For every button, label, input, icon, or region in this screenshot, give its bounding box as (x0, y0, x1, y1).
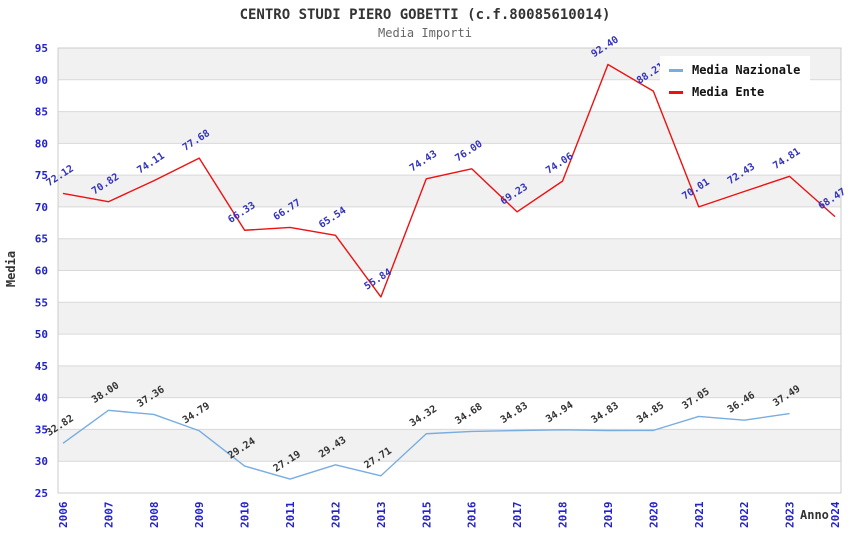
grid-band (58, 365, 841, 398)
legend-label-media-ente: Media Ente (692, 85, 765, 99)
x-tick-label: 2020 (647, 502, 660, 529)
legend-item-media-ente: Media Ente (669, 81, 800, 103)
x-tick-label: 2023 (784, 502, 797, 529)
x-tick-label: 2019 (602, 502, 615, 529)
x-tick-label: 2009 (193, 502, 206, 529)
data-label: 34.94 (544, 400, 575, 426)
x-tick-label: 2006 (57, 501, 70, 528)
legend-swatch-media-ente-icon (669, 90, 683, 94)
y-tick-label: 50 (35, 328, 48, 341)
legend: Media Nazionale Media Ente (660, 56, 811, 106)
y-tick-label: 45 (35, 360, 48, 373)
chart-title: CENTRO STUDI PIERO GOBETTI (c.f.80085610… (239, 7, 611, 23)
x-tick-label: 2015 (420, 502, 433, 529)
line-media-ente (62, 63, 836, 298)
y-tick-label: 70 (35, 201, 48, 214)
y-tick-label: 30 (35, 455, 48, 468)
y-tick-label: 25 (35, 487, 48, 500)
x-tick-label: 2021 (693, 501, 706, 528)
plot-border (57, 47, 842, 494)
y-axis-title: Media (4, 250, 18, 288)
y-tick-label: 80 (35, 137, 48, 150)
line-media-nazionale (62, 409, 790, 480)
grid-band (58, 238, 841, 271)
x-tick-label: 2017 (511, 502, 524, 529)
chart-subtitle: Media Importi (378, 26, 472, 40)
y-tick-label: 95 (35, 42, 48, 55)
y-tick-label: 40 (35, 392, 48, 405)
x-tick-label: 2013 (375, 502, 388, 529)
x-tick-label: 2024 (829, 501, 842, 528)
legend-item-media-nazionale: Media Nazionale (669, 59, 800, 81)
legend-label-media-nazionale: Media Nazionale (692, 63, 801, 77)
x-tick-label: 2012 (329, 502, 342, 529)
data-label: 65.54 (317, 205, 348, 231)
y-tick-label: 60 (35, 265, 48, 278)
legend-swatch-media-nazionale-icon (669, 68, 683, 72)
data-label: 34.83 (590, 400, 621, 426)
data-label: 74.81 (771, 146, 802, 172)
y-tick-label: 65 (35, 233, 48, 246)
data-label: 34.32 (408, 404, 439, 430)
data-label: 74.11 (135, 151, 166, 177)
data-label: 34.83 (499, 400, 530, 426)
data-label: 74.43 (408, 149, 439, 175)
x-tick-label: 2022 (738, 502, 751, 529)
data-label: 34.79 (181, 401, 212, 427)
data-label: 34.85 (635, 400, 666, 426)
y-tick-label: 75 (35, 169, 48, 182)
x-tick-label: 2010 (239, 502, 252, 529)
data-label: 34.68 (453, 401, 484, 427)
x-tick-label: 2007 (102, 502, 115, 529)
grid-band (58, 111, 841, 144)
grid-band (58, 302, 841, 335)
x-tick-label: 2011 (284, 501, 297, 528)
x-tick-label: 2016 (466, 501, 479, 528)
grid-band (58, 175, 841, 207)
y-tick-label: 35 (35, 423, 48, 436)
x-tick-label: 2008 (148, 502, 161, 529)
x-axis-title: Anno (800, 508, 829, 522)
y-tick-label: 55 (35, 296, 48, 309)
y-tick-label: 90 (35, 74, 48, 87)
y-tick-label: 85 (35, 106, 48, 119)
data-label: 74.06 (544, 151, 575, 177)
x-tick-label: 2018 (557, 502, 570, 529)
grid-band (58, 429, 841, 462)
